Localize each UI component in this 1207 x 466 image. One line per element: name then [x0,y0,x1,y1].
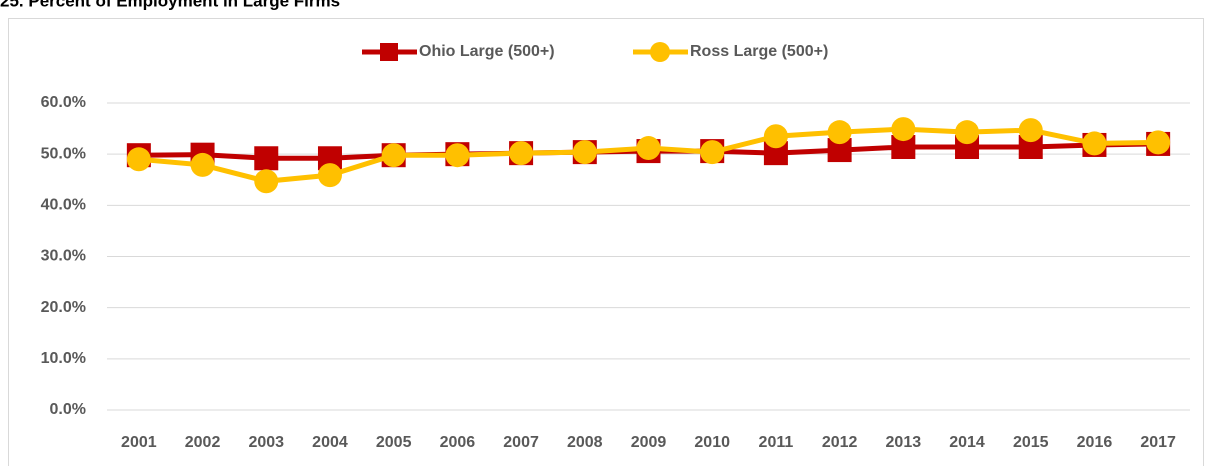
legend-label: Ohio Large (500+) [419,43,555,60]
y-tick-label: 60.0% [41,94,86,111]
point [254,169,279,194]
x-tick-label: 2011 [759,434,794,451]
x-tick-label: 2003 [248,434,284,451]
y-tick-label: 0.0% [50,401,86,418]
chart-frame [8,18,1204,466]
point [955,120,980,145]
legend-marker [380,43,398,61]
x-tick-label: 2007 [503,434,539,451]
chart-title: 25. Percent of Employment in Large Firms [0,0,340,10]
point [700,140,725,165]
point [636,136,661,161]
x-tick-label: 2010 [694,434,730,451]
point [891,117,916,142]
legend-marker [650,42,670,62]
point [445,143,470,168]
x-tick-label: 2004 [312,434,348,451]
x-tick-label: 2012 [822,434,858,451]
point [1146,130,1171,155]
x-tick-label: 2013 [886,434,922,451]
x-tick-label: 2014 [949,434,985,451]
x-tick-label: 2008 [567,434,603,451]
point [381,143,406,168]
point [190,152,215,177]
x-tick-label: 2001 [121,434,157,451]
x-tick-label: 2016 [1077,434,1113,451]
point [126,147,151,172]
point [1018,118,1043,143]
x-tick-label: 2015 [1013,434,1049,451]
y-tick-label: 10.0% [41,350,86,367]
point [509,141,534,166]
point [572,140,597,165]
x-tick-label: 2002 [185,434,221,451]
x-tick-label: 2005 [376,434,412,451]
point [1082,131,1107,156]
point [763,124,788,149]
y-tick-label: 40.0% [41,197,86,214]
x-tick-label: 2009 [631,434,667,451]
x-tick-label: 2017 [1140,434,1176,451]
legend-label: Ross Large (500+) [690,43,828,60]
point [827,120,852,145]
point [317,163,342,188]
y-tick-label: 30.0% [41,248,86,265]
y-tick-label: 50.0% [41,145,86,162]
point [254,146,279,171]
y-tick-label: 20.0% [41,299,86,316]
x-tick-label: 2006 [440,434,476,451]
